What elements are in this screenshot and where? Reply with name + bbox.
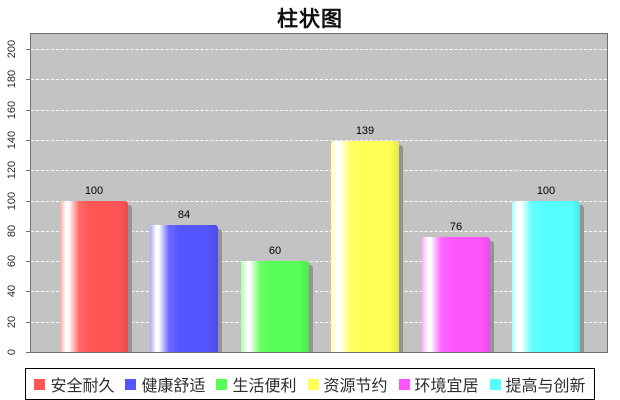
y-tick-mark	[26, 170, 30, 172]
y-tick-label: 0	[6, 348, 18, 356]
legend-label: 提高与创新	[505, 378, 586, 395]
gridline	[31, 170, 607, 172]
y-tick-label: 100	[6, 191, 18, 210]
y-tick-label: 20	[6, 315, 18, 328]
legend-swatch-icon	[489, 378, 501, 390]
legend-item-健康舒适: 健康舒适	[125, 372, 205, 396]
bar-value-label: 60	[268, 245, 282, 258]
y-tick-mark	[26, 261, 30, 263]
legend-wrap: 安全耐久 健康舒适 生活便利 资源节约 环境宜居 提高与创新	[0, 368, 620, 400]
chart-title: 柱状图	[277, 8, 343, 31]
bar-提高与创新	[512, 200, 580, 352]
legend-item-安全耐久: 安全耐久	[34, 372, 114, 396]
y-tick-label: 120	[6, 161, 18, 180]
bar-value-label: 76	[449, 220, 463, 233]
bar-value-label: 84	[177, 208, 191, 221]
gridline	[31, 139, 607, 141]
gridline	[31, 261, 607, 263]
gridline	[31, 230, 607, 232]
y-tick-mark	[26, 49, 30, 50]
y-tick-mark	[26, 79, 30, 81]
legend-swatch-icon	[398, 378, 410, 390]
gridline	[31, 79, 607, 81]
bar-value-label: 100	[536, 184, 556, 197]
gridline	[31, 291, 607, 293]
legend-label: 资源节约	[323, 378, 388, 395]
y-tick-label: 180	[6, 70, 18, 89]
y-tick-label: 160	[6, 100, 18, 119]
legend-swatch-icon	[125, 378, 137, 390]
gridline	[31, 49, 607, 50]
y-tick-mark	[26, 352, 30, 353]
legend-label: 生活便利	[232, 378, 297, 395]
legend-swatch-icon	[307, 378, 319, 390]
legend-label: 健康舒适	[141, 378, 206, 395]
bar-生活便利	[241, 261, 309, 352]
y-tick-mark	[26, 139, 30, 141]
y-tick-label: 40	[6, 285, 18, 298]
legend-item-资源节约: 资源节约	[307, 372, 388, 396]
bar-安全耐久	[60, 200, 128, 352]
y-tick-label: 200	[6, 39, 18, 59]
legend-label: 环境宜居	[414, 378, 479, 395]
legend-label: 安全耐久	[50, 378, 115, 395]
y-tick-mark	[26, 109, 30, 111]
y-tick-label: 80	[6, 224, 18, 237]
y-tick-mark	[26, 230, 30, 232]
legend-item-提高与创新: 提高与创新	[489, 372, 586, 396]
y-tick-mark	[26, 321, 30, 323]
legend: 安全耐久 健康舒适 生活便利 资源节约 环境宜居 提高与创新	[25, 368, 595, 400]
legend-item-生活便利: 生活便利	[216, 372, 297, 396]
y-tick-mark	[26, 200, 30, 202]
bar-value-label: 139	[355, 125, 375, 138]
legend-swatch-icon	[34, 378, 46, 390]
y-tick-mark	[26, 291, 30, 293]
bar-环境宜居	[422, 236, 490, 352]
bar-资源节约	[331, 141, 399, 352]
bar-value-label: 100	[84, 184, 104, 197]
legend-swatch-icon	[216, 378, 228, 390]
gridline	[31, 109, 607, 111]
gridline	[31, 200, 607, 202]
bar-健康舒适	[150, 224, 218, 352]
gridline	[31, 321, 607, 323]
plot-area: 100 84 60 139 76 100	[30, 33, 608, 353]
y-tick-label: 140	[6, 130, 18, 150]
legend-item-环境宜居: 环境宜居	[398, 372, 479, 396]
y-tick-label: 60	[6, 254, 18, 268]
